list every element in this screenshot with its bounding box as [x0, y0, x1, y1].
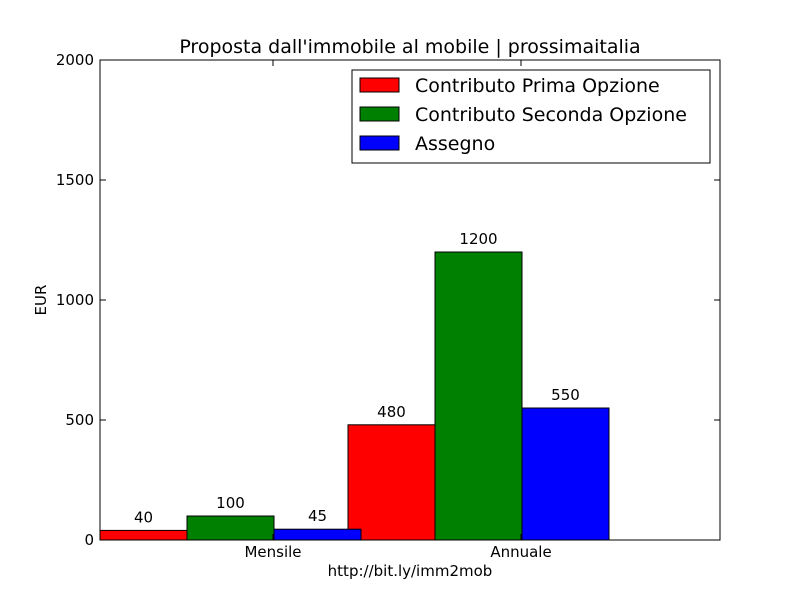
bar-1-mensile: [99, 529, 188, 541]
legend: Contributo Prima Opzione Contributo Secon…: [351, 69, 711, 164]
bar-3-annuale: [521, 407, 610, 541]
bar-1-annuale: [347, 424, 436, 541]
data-label: 40: [134, 508, 153, 526]
chart-title: Proposta dall'immobile al mobile | pross…: [179, 36, 640, 58]
legend-swatch: [359, 135, 400, 151]
data-label: 45: [308, 507, 327, 525]
y-axis-label: EUR: [32, 285, 50, 316]
data-label: 1200: [459, 230, 497, 248]
bar-3-mensile: [273, 528, 362, 541]
legend-swatch: [359, 106, 400, 122]
data-label: 550: [551, 386, 580, 404]
legend-label: Contributo Prima Opzione: [415, 75, 660, 97]
y-axis: 0 500 1000 1500 2000: [56, 51, 720, 549]
x-tick-label: Mensile: [244, 543, 301, 561]
x-axis: Mensile Annuale: [244, 60, 552, 561]
bar-2-annuale: [434, 251, 523, 541]
legend-label: Contributo Seconda Opzione: [415, 104, 687, 126]
y-tick-label: 2000: [56, 51, 94, 69]
legend-label: Assegno: [415, 133, 495, 155]
legend-frame: [351, 69, 711, 164]
y-tick-label: 0: [84, 531, 94, 549]
x-axis-label: http://bit.ly/imm2mob: [328, 562, 493, 580]
y-tick-label: 1000: [56, 291, 94, 309]
data-label: 100: [216, 494, 245, 512]
bar-2-mensile: [186, 515, 275, 541]
y-tick-label: 1500: [56, 171, 94, 189]
y-tick-label: 500: [65, 411, 94, 429]
legend-swatch: [359, 77, 400, 93]
data-labels-group: 40 480 100 1200 45 550: [134, 230, 580, 526]
bars-group: [99, 251, 610, 541]
x-tick-label: Annuale: [490, 543, 551, 561]
data-label: 480: [377, 403, 406, 421]
